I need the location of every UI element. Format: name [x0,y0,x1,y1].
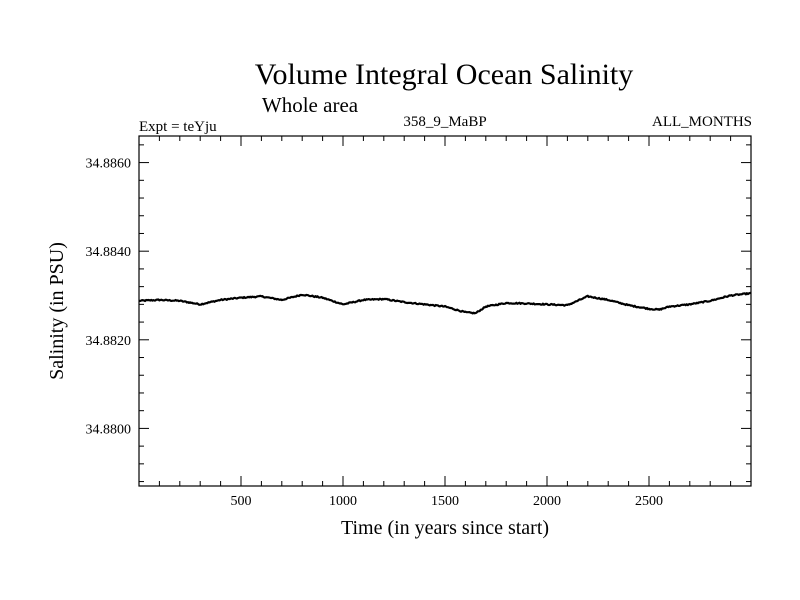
chart-subtitle: Whole area [262,93,359,117]
y-axis-ticks: 34.8860 34.8840 34.8820 34.8800 [86,157,751,437]
x-tick-label: 2000 [533,494,561,509]
x-tick-label: 2500 [635,494,663,509]
period-label: ALL_MONTHS [652,114,752,130]
y-tick-label: 34.8800 [86,422,132,437]
y-axis-label: Salinity (in PSU) [46,242,68,380]
y-tick-label: 34.8860 [86,157,132,172]
chart-title: Volume Integral Ocean Salinity [255,58,634,91]
plot-frame [138,135,752,487]
minor-ticks [139,136,751,486]
experiment-label: Expt = teYju [139,119,217,135]
y-tick-label: 34.8840 [86,245,132,260]
y-tick-label: 34.8820 [86,334,132,349]
x-tick-label: 1000 [329,494,357,509]
x-axis-ticks: 500 1000 1500 2000 2500 [231,136,663,509]
x-tick-label: 1500 [431,494,459,509]
x-axis-label: Time (in years since start) [341,517,549,539]
run-label: 358_9_MaBP [403,114,486,130]
salinity-series-line [138,291,752,315]
x-tick-label: 500 [231,494,252,509]
